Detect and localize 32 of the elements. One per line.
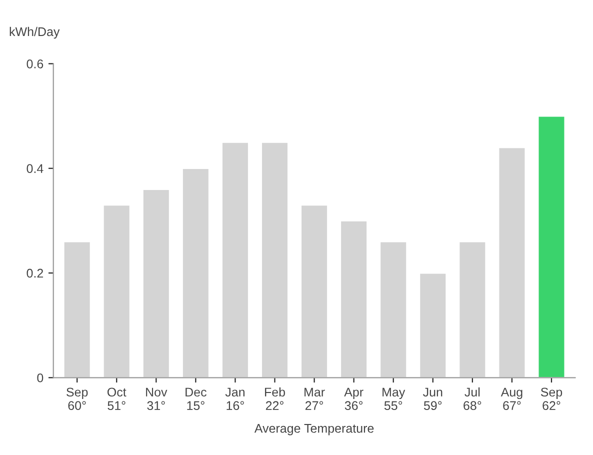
x-tick-label: Sep 60°: [66, 388, 88, 410]
bar: [221, 141, 250, 378]
bar: [458, 240, 487, 378]
x-tick-label: Feb 22°: [265, 387, 286, 410]
y-tick-label: 0.4: [26, 164, 44, 173]
x-tick-label: Apr 36°: [344, 388, 364, 410]
x-tick-label: Jun 59°: [423, 388, 442, 410]
x-tick-label: Jan 16°: [225, 388, 244, 410]
x-tick-label: Mar 27°: [304, 388, 325, 410]
bar: [142, 188, 170, 378]
bar: [379, 240, 408, 378]
x-tick-label: Dec 15°: [186, 388, 206, 410]
bar: [537, 115, 566, 378]
bar: [340, 220, 368, 378]
y-tick-label: 0.6: [26, 60, 44, 68]
x-tick-label: Aug 67°: [500, 388, 522, 410]
x-axis-title: Average Temperature: [254, 424, 374, 436]
x-tick-label: Sep 62°: [540, 388, 562, 410]
x-tick-label: May 55°: [382, 388, 406, 410]
bar: [418, 272, 448, 378]
bar: [498, 146, 526, 378]
x-tick-label: Nov 31°: [146, 388, 168, 410]
bar: [102, 204, 131, 378]
y-tick-label: 0.2: [26, 268, 44, 278]
y-tick-label: 0: [37, 373, 44, 382]
bar: [62, 240, 92, 378]
x-tick-label: Oct 51°: [107, 388, 126, 410]
y-axis-title: kWh/Day: [10, 26, 60, 39]
bar: [260, 141, 289, 378]
bar: [182, 168, 210, 378]
x-tick-label: Jul 68°: [464, 387, 482, 410]
bar: [300, 204, 328, 378]
